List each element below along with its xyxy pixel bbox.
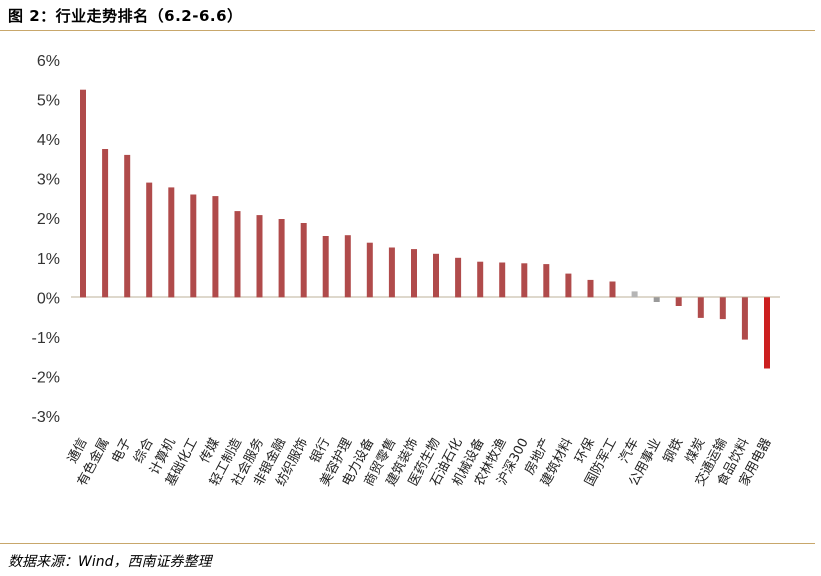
y-axis-ticks: 6% 5% 4% 3% 2% 1% 0% -1% -2% -3%: [32, 53, 60, 426]
y-tick-label: 6%: [37, 53, 60, 70]
bar: [411, 249, 417, 298]
y-tick-label: -1%: [32, 330, 60, 347]
bar: [697, 297, 704, 318]
bar-chart: 6% 5% 4% 3% 2% 1% 0% -1% -2% -3% 通信有色金属电子综合计算机基础化…: [32, 53, 780, 489]
bar: [344, 235, 351, 298]
bar: [565, 273, 572, 298]
bar: [212, 196, 219, 298]
bar: [168, 187, 175, 298]
y-tick-label: -2%: [32, 369, 60, 386]
bar: [719, 297, 726, 320]
bar: [631, 291, 638, 298]
bar: [455, 257, 462, 298]
bar: [543, 264, 550, 298]
bar: [102, 149, 109, 298]
bar: [499, 262, 506, 298]
bar: [146, 182, 153, 298]
bar: [278, 219, 285, 298]
bar: [256, 215, 263, 298]
bar: [190, 194, 197, 298]
bar: [322, 236, 329, 298]
bar: [653, 297, 660, 302]
bar: [388, 247, 395, 298]
y-tick-label: 1%: [37, 251, 60, 268]
bar: [609, 281, 616, 298]
top-divider: [0, 30, 815, 31]
bar: [521, 263, 528, 298]
bar: [477, 261, 484, 298]
bar: [741, 297, 748, 340]
bar: [764, 297, 770, 369]
chart-title: 图 2：行业走势排名（6.2-6.6）: [8, 7, 243, 25]
bar: [366, 242, 373, 298]
category-labels: 通信有色金属电子综合计算机基础化工传媒轻工制造社会服务非银金融纺织服饰银行美容护…: [65, 435, 774, 488]
category-label: 钢铁: [661, 436, 686, 466]
y-tick-label: 3%: [37, 172, 60, 189]
bar: [234, 211, 241, 298]
bottom-divider: [0, 543, 815, 544]
bar: [80, 89, 86, 298]
bar: [300, 223, 307, 298]
category-label: 电子: [109, 436, 134, 466]
data-source: 数据来源：Wind，西南证券整理: [8, 554, 212, 570]
bar: [124, 154, 131, 298]
y-tick-label: 0%: [37, 290, 60, 307]
bar: [675, 297, 682, 306]
y-tick-label: -3%: [32, 409, 60, 426]
bars: [80, 89, 770, 369]
y-tick-label: 4%: [37, 132, 60, 149]
y-tick-label: 5%: [37, 93, 60, 110]
bar: [433, 253, 439, 298]
bar: [587, 279, 594, 298]
y-tick-label: 2%: [37, 211, 60, 228]
